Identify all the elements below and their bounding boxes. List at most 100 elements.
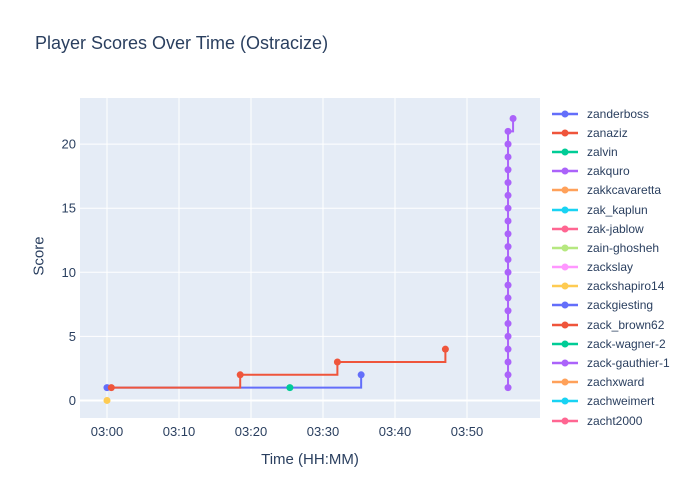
legend-swatch-icon	[552, 148, 578, 156]
data-point-zakquro	[509, 115, 517, 123]
legend-item-label: zack-gauthier-1	[587, 356, 670, 371]
y-tick-label: 15	[62, 201, 76, 216]
data-point-zakquro	[504, 153, 512, 161]
legend-swatch-icon	[552, 263, 578, 271]
trace-zackshapiro14	[103, 396, 111, 404]
legend-item-zackgiesting[interactable]: zackgiesting	[552, 296, 700, 315]
legend-item-zak_kaplun[interactable]: zak_kaplun	[552, 200, 700, 219]
legend-item-label: zacht2000	[587, 413, 643, 425]
legend-item-zanaziz[interactable]: zanaziz	[552, 123, 700, 142]
data-point-zakquro	[504, 255, 512, 263]
legend-item-zachxward[interactable]: zachxward	[552, 373, 700, 392]
legend-swatch-icon	[552, 129, 578, 137]
legend-swatch-icon	[552, 378, 578, 386]
legend-swatch-icon	[552, 186, 578, 194]
chart-title: Player Scores Over Time (Ostracize)	[35, 33, 329, 53]
data-point-zanaziz	[107, 384, 115, 392]
x-tick-label: 03:30	[307, 424, 340, 439]
legend-swatch-icon	[552, 397, 578, 405]
data-point-zakquro	[504, 345, 512, 353]
x-tick-label: 03:50	[451, 424, 484, 439]
legend-item-label: zack-wagner-2	[587, 336, 666, 351]
data-point-zakquro	[504, 166, 512, 174]
data-point-zakquro	[504, 268, 512, 276]
legend-item-zak-jablow[interactable]: zak-jablow	[552, 219, 700, 238]
legend-swatch-icon	[552, 340, 578, 348]
legend-item-label: zalvin	[587, 144, 618, 159]
data-point-zakquro	[504, 230, 512, 238]
legend-item-zack-gauthier-1[interactable]: zack-gauthier-1	[552, 353, 700, 372]
legend-item-label: zain-ghosheh	[587, 240, 660, 255]
legend: zanderboss zanaziz zalvin zakquro zakkcavare…	[552, 104, 700, 425]
y-tick-label: 5	[69, 329, 76, 344]
data-point-zakquro	[504, 140, 512, 148]
x-tick-label: 03:00	[91, 424, 124, 439]
x-tick-label: 03:20	[235, 424, 268, 439]
data-point-zakquro	[504, 204, 512, 212]
data-point-zalvin	[286, 384, 294, 392]
legend-item-label: zak_kaplun	[587, 202, 648, 217]
data-point-zakquro	[504, 358, 512, 366]
legend-item-zanderboss[interactable]: zanderboss	[552, 104, 700, 123]
data-point-zanaziz	[441, 345, 449, 353]
y-tick-label: 20	[62, 137, 76, 152]
legend-swatch-icon	[552, 244, 578, 252]
y-axis-title: Score	[30, 236, 48, 276]
data-point-zakquro	[504, 332, 512, 340]
data-point-zakquro	[504, 243, 512, 251]
legend-swatch-icon	[552, 321, 578, 329]
x-axis-title: Time (HH:MM)	[261, 451, 359, 468]
legend-item-label: zanderboss	[587, 106, 650, 121]
data-point-zanderboss	[357, 371, 365, 379]
legend-item-label: zackshapiro14	[587, 279, 665, 294]
legend-item-label: zanaziz	[587, 125, 628, 140]
data-point-zakquro	[504, 281, 512, 289]
legend-swatch-icon	[552, 417, 578, 425]
trace-zanaziz	[107, 345, 449, 392]
legend-swatch-icon	[552, 225, 578, 233]
legend-item-zacht2000[interactable]: zacht2000	[552, 411, 700, 425]
data-point-zackshapiro14	[103, 396, 111, 404]
legend-item-zalvin[interactable]: zalvin	[552, 142, 700, 161]
legend-swatch-icon	[552, 167, 578, 175]
legend-item-zain-ghosheh[interactable]: zain-ghosheh	[552, 238, 700, 257]
legend-swatch-icon	[552, 206, 578, 214]
legend-item-zack-wagner-2[interactable]: zack-wagner-2	[552, 334, 700, 353]
legend-item-zackslay[interactable]: zackslay	[552, 258, 700, 277]
legend-item-zakkcavaretta[interactable]: zakkcavaretta	[552, 181, 700, 200]
legend-item-label: zakkcavaretta	[587, 183, 662, 198]
data-point-zakquro	[504, 191, 512, 199]
legend-swatch-icon	[552, 301, 578, 309]
legend-item-label: zachweimert	[587, 394, 655, 409]
x-tick-label: 03:40	[379, 424, 412, 439]
data-point-zakquro	[504, 307, 512, 315]
legend-swatch-icon	[552, 359, 578, 367]
trace-line	[111, 349, 447, 389]
plot-background	[80, 98, 540, 418]
legend-item-label: zackslay	[587, 260, 634, 275]
legend-swatch-icon	[552, 282, 578, 290]
legend-item-label: zackgiesting	[587, 298, 654, 313]
y-tick-label: 10	[62, 265, 76, 280]
data-point-zakquro	[504, 217, 512, 225]
data-point-zakquro	[504, 371, 512, 379]
data-point-zakquro	[504, 179, 512, 187]
data-point-zanaziz	[333, 358, 341, 366]
data-point-zakquro	[504, 127, 512, 135]
data-point-zakquro	[504, 384, 512, 392]
legend-item-label: zak-jablow	[587, 221, 644, 236]
x-tick-label: 03:10	[163, 424, 196, 439]
legend-swatch-icon	[552, 110, 578, 118]
legend-item-zakquro[interactable]: zakquro	[552, 162, 700, 181]
data-point-zakquro	[504, 320, 512, 328]
legend-item-label: zack_brown62	[587, 317, 665, 332]
legend-item-zachweimert[interactable]: zachweimert	[552, 392, 700, 411]
legend-item-label: zachxward	[587, 375, 645, 390]
trace-zakquro	[504, 115, 517, 392]
data-point-zakquro	[504, 294, 512, 302]
legend-item-zack_brown62[interactable]: zack_brown62	[552, 315, 700, 334]
legend-item-zackshapiro14[interactable]: zackshapiro14	[552, 277, 700, 296]
legend-item-label: zakquro	[587, 164, 630, 179]
